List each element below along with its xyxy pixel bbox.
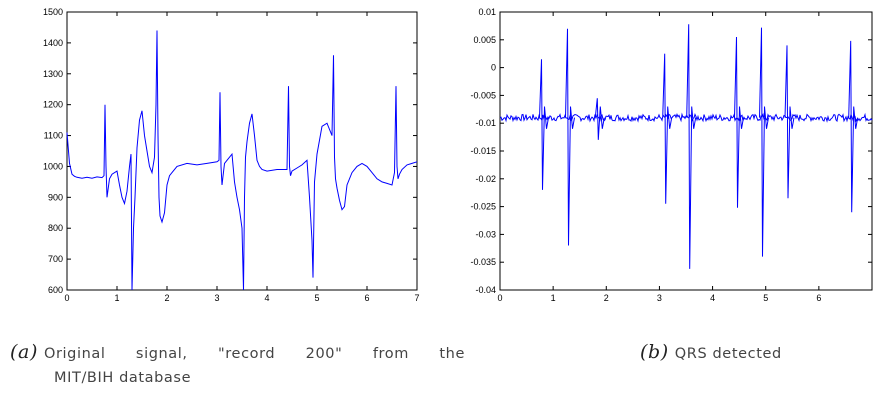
y-tick-label: 1100 xyxy=(44,131,63,141)
y-tick-label: 1000 xyxy=(43,161,63,171)
axis-ticks: 0 1 2 3 4 5 6 -0.04 -0.035 -0.03 -0.025 -0.02 -0.015… xyxy=(470,7,872,303)
x-tick-label: 4 xyxy=(710,293,715,303)
x-tick-label: 6 xyxy=(364,293,369,303)
x-tick-label: 3 xyxy=(657,293,662,303)
x-tick-label: 3 xyxy=(214,293,219,303)
x-tick-label: 2 xyxy=(164,293,169,303)
y-tick-label: -0.02 xyxy=(475,174,496,184)
caption-b: (b) QRS detected xyxy=(640,340,782,366)
x-tick-label: 5 xyxy=(763,293,768,303)
y-tick-label: -0.03 xyxy=(475,229,496,239)
x-tick-label: 6 xyxy=(816,293,821,303)
y-tick-label: 0.01 xyxy=(478,7,496,17)
qrs-signal-line xyxy=(499,24,873,269)
caption-a-text: Original signal, "record 200" from the xyxy=(43,346,465,362)
chart-qrs-detected: 0 1 2 3 4 5 6 -0.04 -0.035 -0.03 -0.025 -0.02 -0.015… xyxy=(470,7,873,303)
plot-area xyxy=(499,11,873,291)
caption-b-label: (b) xyxy=(640,341,669,363)
y-tick-label: 800 xyxy=(48,223,63,233)
y-tick-label: -0.035 xyxy=(470,257,496,267)
chart-original-signal: 0 1 2 3 4 5 6 7 600 700 800 900 1000 1100 1200 1300 1400… xyxy=(43,7,420,303)
y-tick-label: 1500 xyxy=(43,7,63,17)
y-tick-label: -0.005 xyxy=(470,90,496,100)
y-tick-label: 0.005 xyxy=(473,35,496,45)
x-tick-label: 1 xyxy=(551,293,556,303)
caption-a: (a) Original signal, "record 200" from th… xyxy=(10,340,465,390)
y-tick-label: 1300 xyxy=(43,69,63,79)
y-tick-label: 1200 xyxy=(43,100,63,110)
x-tick-label: 5 xyxy=(314,293,319,303)
y-tick-label: 600 xyxy=(48,285,63,295)
y-tick-label: -0.04 xyxy=(475,285,496,295)
x-tick-label: 1 xyxy=(114,293,119,303)
x-tick-label: 4 xyxy=(264,293,269,303)
y-tick-label: -0.01 xyxy=(475,118,496,128)
x-tick-label: 2 xyxy=(604,293,609,303)
y-tick-label: -0.015 xyxy=(470,146,496,156)
caption-a-label: (a) xyxy=(10,341,38,363)
ecg-signal-line xyxy=(66,30,418,291)
y-tick-label: 1400 xyxy=(43,38,63,48)
caption-b-text: QRS detected xyxy=(674,346,782,362)
y-tick-label: 700 xyxy=(48,254,63,264)
caption-a-line1: (a) Original signal, "record 200" from th… xyxy=(10,340,465,366)
y-tick-label: -0.025 xyxy=(470,202,496,212)
y-tick-label: 900 xyxy=(48,192,63,202)
x-tick-label: 7 xyxy=(414,293,419,303)
x-tick-label: 0 xyxy=(64,293,69,303)
caption-a-line2: MIT/BIH database xyxy=(54,370,192,386)
axis-ticks: 0 1 2 3 4 5 6 7 600 700 800 900 1000 1100 1200 1300 1400… xyxy=(43,7,420,303)
x-tick-label: 0 xyxy=(497,293,502,303)
y-tick-label: 0 xyxy=(491,63,496,73)
